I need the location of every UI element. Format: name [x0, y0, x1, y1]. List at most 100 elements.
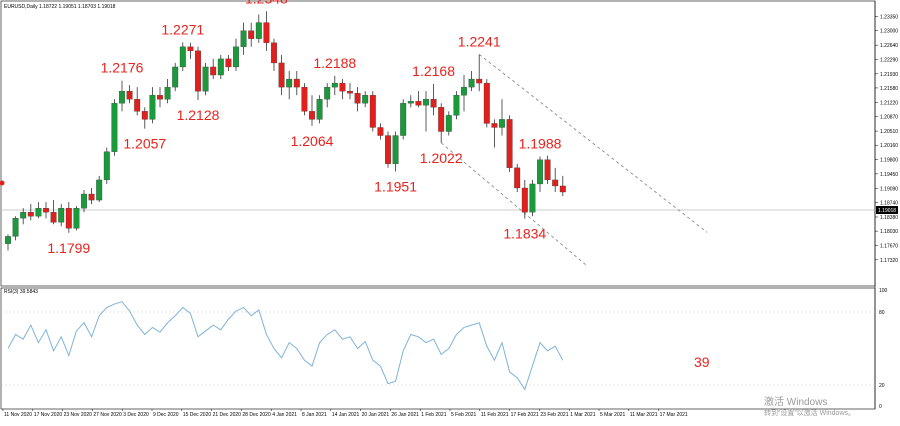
candle-body	[35, 208, 42, 217]
date-tick-label: 8 Jan 2021	[302, 412, 327, 418]
price-tick-label: 1.20510	[880, 129, 898, 135]
date-axis: 11 Nov 2020 17 Nov 2020 23 Nov 2020 27 Nov …	[2, 409, 688, 418]
candle-body	[134, 99, 141, 112]
candle-body	[491, 123, 498, 128]
candle-body	[202, 66, 209, 92]
candle-body	[50, 212, 57, 223]
date-tick-label: 11 Feb 2021	[481, 412, 509, 418]
trendlines	[440, 54, 708, 265]
candle-body	[225, 58, 232, 68]
rsi-tick-20: 20	[879, 383, 885, 389]
candle-body	[559, 185, 566, 193]
candle-body	[529, 183, 536, 213]
candle-body	[468, 78, 475, 88]
candle-body	[400, 103, 407, 136]
candle-body	[499, 119, 505, 128]
candle-body	[58, 208, 65, 223]
price-axis: 1.23350 1.23000 1.22640 1.22290 1.21930 1.215…	[875, 15, 898, 264]
candle-body	[126, 91, 133, 100]
date-tick-label: 9 Dec 2020	[153, 412, 179, 418]
left-edge-marker	[0, 180, 5, 186]
price-tick-label: 1.18740	[880, 201, 898, 207]
date-tick-label: 21 Dec 2020	[213, 412, 242, 418]
price-tick-label: 1.19800	[880, 158, 898, 164]
price-tick-label: 1.18380	[880, 215, 898, 221]
candle-body	[248, 30, 255, 39]
candle-body	[339, 82, 346, 92]
swing-price-label: 1.2271	[161, 21, 204, 37]
candle-body	[179, 46, 186, 68]
activation-watermark-title: 激活 Windows	[764, 395, 827, 408]
candle-body	[407, 101, 414, 104]
swing-price-label: 1.2057	[123, 136, 166, 152]
candle-body	[544, 159, 551, 181]
date-tick-label: 15 Dec 2020	[183, 412, 212, 418]
candle-body	[483, 82, 490, 124]
candle-body	[476, 78, 483, 84]
price-tick-label: 1.19090	[880, 186, 898, 192]
date-tick-label: 17 Feb 2021	[511, 412, 539, 418]
candle-body	[164, 86, 171, 100]
symbol-header: EURUSD,Daily 1.18722 1.19051 1.18703 1.1…	[4, 4, 116, 10]
candle-body	[392, 135, 399, 164]
candle-body	[377, 127, 384, 136]
date-tick-label: 23 Nov 2020	[64, 412, 93, 418]
candle-body	[423, 99, 429, 106]
swing-price-label: 1.2188	[313, 55, 356, 71]
candle-body	[347, 91, 353, 94]
rsi-value-label: 39	[694, 354, 710, 370]
candles	[5, 11, 566, 251]
candle-body	[187, 46, 194, 51]
candle-body	[27, 212, 34, 217]
candle-body	[255, 22, 262, 39]
candle-body	[217, 58, 224, 76]
date-tick-label: 17 Mar 2021	[660, 412, 688, 418]
candle-body	[301, 86, 308, 112]
date-tick-label: 20 Jan 2021	[362, 412, 390, 418]
price-tick-label: 1.17320	[880, 258, 898, 264]
price-tick-label: 1.20160	[880, 143, 898, 149]
candle-body	[278, 62, 285, 88]
rsi-tick-100: 100	[879, 288, 888, 294]
date-tick-label: 26 Jan 2021	[391, 412, 419, 418]
candle-body	[263, 22, 270, 43]
candle-body	[521, 187, 528, 213]
date-tick-label: 1 Feb 2021	[421, 412, 447, 418]
price-tick-label: 1.22640	[880, 43, 898, 49]
price-tick-label: 1.17670	[880, 244, 898, 250]
swing-price-label: 1.2241	[458, 33, 501, 49]
candle-body	[331, 82, 338, 88]
swing-price-label: 1.2348	[245, 0, 288, 6]
candle-body	[5, 236, 11, 244]
candle-body	[119, 91, 125, 104]
candle-body	[233, 46, 239, 68]
swing-annotations: 1.1799 1.2176 1.2057 1.2271 1.2128 1.2348 1.20…	[47, 0, 561, 256]
rsi-line	[7, 301, 564, 391]
date-tick-label: 28 Dec 2020	[242, 412, 271, 418]
candle-body	[12, 218, 19, 237]
swing-price-label: 1.2128	[177, 107, 220, 123]
date-tick-label: 4 Jan 2021	[272, 412, 297, 418]
swing-price-label: 1.1799	[47, 240, 90, 256]
candle-body	[43, 208, 49, 213]
trendline	[440, 142, 586, 265]
date-tick-label: 11 Nov 2020	[4, 412, 32, 418]
price-tick-label: 1.21580	[880, 86, 898, 92]
date-tick-label: 14 Jan 2021	[332, 412, 360, 418]
candle-body	[20, 212, 27, 219]
rsi-tick-80: 80	[879, 310, 885, 316]
price-tick-label: 1.20870	[880, 115, 898, 121]
candle-body	[210, 66, 217, 76]
candle-body	[354, 93, 361, 104]
current-price-tag	[876, 206, 898, 214]
swing-price-label: 1.1951	[374, 178, 417, 194]
candle-body	[506, 119, 513, 168]
candle-body	[438, 107, 445, 132]
candle-body	[537, 159, 543, 185]
date-tick-label: 1 Mar 2021	[570, 412, 596, 418]
candle-body	[369, 95, 376, 128]
candle-body	[316, 99, 323, 120]
date-tick-label: 5 Mar 2021	[600, 412, 626, 418]
